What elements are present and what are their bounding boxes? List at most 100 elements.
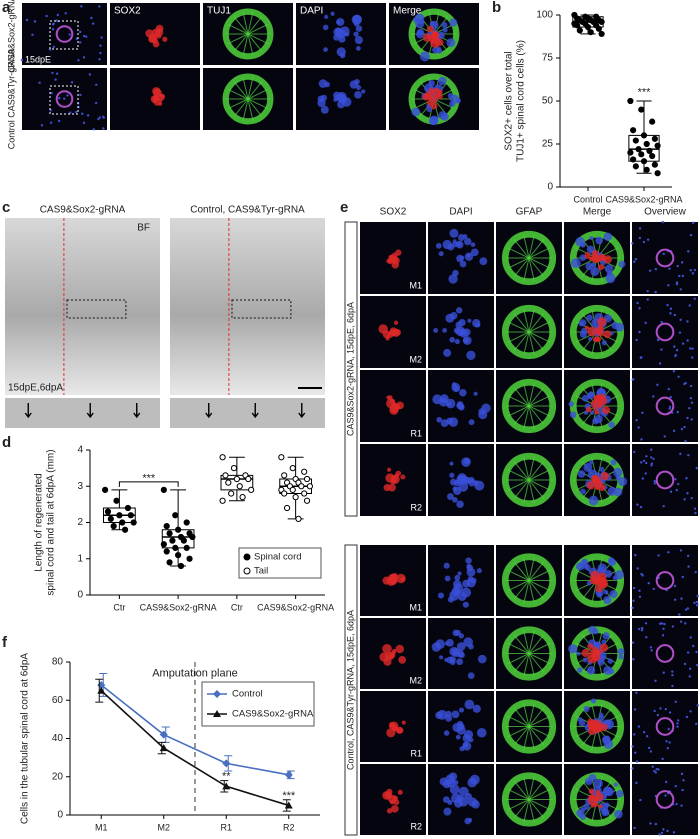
stain <box>593 778 603 789</box>
y-axis-label: Length of regenerated <box>34 473 45 571</box>
stain <box>654 822 658 826</box>
stain <box>618 260 626 268</box>
stain <box>608 421 615 428</box>
data-point <box>303 475 311 483</box>
stain <box>389 799 395 805</box>
stain <box>660 831 664 835</box>
stain <box>654 771 657 774</box>
stain <box>646 238 650 241</box>
stain <box>50 92 53 95</box>
stain <box>77 59 80 62</box>
stain <box>653 482 657 485</box>
stain <box>432 46 439 54</box>
stain <box>454 338 460 345</box>
stain <box>528 788 551 800</box>
stain <box>355 46 361 51</box>
data-point <box>638 151 645 158</box>
stain <box>458 481 469 492</box>
panel-letter: b <box>492 0 501 16</box>
stain <box>634 553 637 557</box>
data-point <box>113 497 120 504</box>
x-tick-label: CAS9&Sox2-gRNA <box>605 194 682 204</box>
stain <box>588 794 594 800</box>
stain <box>528 308 535 333</box>
stain <box>595 236 604 245</box>
stain <box>318 79 328 88</box>
row-label: R2 <box>410 821 422 831</box>
micrograph <box>632 691 698 762</box>
stain <box>580 242 586 248</box>
data-point <box>640 132 648 139</box>
stain <box>63 97 66 100</box>
stain <box>669 490 673 493</box>
stain <box>641 411 644 415</box>
stain <box>672 831 676 834</box>
stain <box>389 654 394 659</box>
stain <box>513 257 530 277</box>
stain <box>443 562 450 569</box>
stain <box>578 719 586 727</box>
stain <box>655 717 675 736</box>
stain <box>51 71 54 75</box>
data-point <box>303 497 311 504</box>
stain <box>680 597 683 600</box>
stain <box>592 628 599 635</box>
stain <box>447 800 453 805</box>
data-point <box>278 454 285 461</box>
stain <box>242 77 249 100</box>
stain <box>513 405 530 425</box>
stain <box>636 301 639 305</box>
stain <box>655 571 675 590</box>
stain <box>644 472 647 475</box>
legend-marker <box>213 710 221 717</box>
stain <box>687 250 690 253</box>
stain <box>693 297 697 300</box>
stain <box>672 369 676 373</box>
stain <box>604 570 613 578</box>
stain <box>660 622 664 625</box>
data-point <box>245 475 252 483</box>
stain <box>523 557 530 581</box>
stain <box>523 799 530 823</box>
stain <box>668 267 671 270</box>
stain <box>462 234 468 239</box>
stain <box>451 710 460 719</box>
stain <box>426 25 434 33</box>
stain <box>581 558 588 565</box>
stain <box>579 330 588 338</box>
stain <box>686 554 690 558</box>
stain <box>642 731 646 734</box>
stain <box>631 767 634 770</box>
legend-box <box>201 681 315 727</box>
stain <box>637 725 641 728</box>
stain <box>78 30 82 34</box>
x-tick-label: R1 <box>220 822 232 832</box>
stain <box>436 93 443 100</box>
stain <box>695 722 698 726</box>
data-point <box>654 170 661 177</box>
roi-box <box>66 299 127 319</box>
data-point <box>172 544 179 551</box>
stain <box>466 350 476 360</box>
stain <box>655 767 658 771</box>
stain <box>602 406 611 415</box>
data-point <box>281 472 288 479</box>
stain <box>695 650 698 654</box>
stain <box>695 600 699 604</box>
stain <box>613 467 623 478</box>
stain <box>658 362 662 365</box>
stain <box>654 290 657 294</box>
x-tick-label: CAS9&Sox2-gRNA <box>257 602 334 612</box>
stain <box>528 313 545 333</box>
micrograph <box>632 444 698 516</box>
stain <box>679 620 683 623</box>
stain <box>227 33 249 45</box>
data-point <box>643 140 650 148</box>
group-label: Control, CAS9&Tyr-gRNA, 15dpE, 6dpA <box>345 610 355 770</box>
stain <box>695 663 699 667</box>
stain <box>455 240 464 249</box>
stain <box>507 799 530 811</box>
stain <box>644 622 648 625</box>
data-point <box>163 548 170 555</box>
stain <box>631 606 634 610</box>
